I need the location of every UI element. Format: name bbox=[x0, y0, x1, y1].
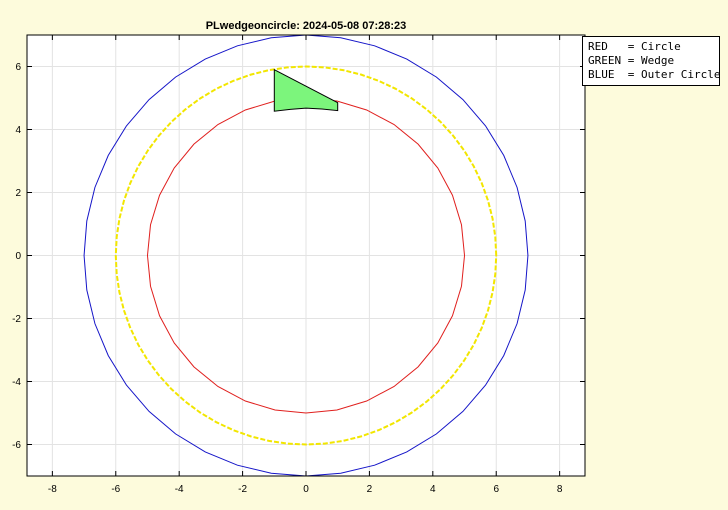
x-tick-label: 2 bbox=[367, 484, 373, 495]
y-tick-label: 0 bbox=[15, 251, 21, 262]
series-outer bbox=[83, 34, 529, 477]
x-tick-label: 0 bbox=[303, 484, 309, 495]
legend-entry-outer-circle: BLUE = Outer Circle bbox=[588, 68, 721, 81]
x-tick-label: -6 bbox=[111, 484, 120, 495]
series-circle bbox=[146, 97, 466, 414]
y-tick-label: 4 bbox=[15, 125, 21, 136]
y-tick-label: -2 bbox=[12, 314, 21, 325]
x-tick-label: 4 bbox=[430, 484, 436, 495]
x-tick-label: 8 bbox=[557, 484, 563, 495]
y-tick-label: -6 bbox=[12, 440, 21, 451]
chart-title: PLwedgeoncircle: 2024-05-08 07:28:23 bbox=[206, 20, 407, 32]
y-tick-label: 6 bbox=[15, 62, 21, 73]
y-tick-label: -4 bbox=[12, 377, 21, 388]
legend: RED = Circle GREEN = Wedge BLUE = Outer … bbox=[582, 36, 720, 86]
x-tick-label: -2 bbox=[238, 484, 247, 495]
legend-entry-wedge: GREEN = Wedge bbox=[588, 54, 675, 67]
x-tick-label: 6 bbox=[493, 484, 499, 495]
x-tick-label: -8 bbox=[48, 484, 57, 495]
series-dashed bbox=[114, 65, 498, 446]
x-tick-label: -4 bbox=[175, 484, 184, 495]
y-tick-label: 2 bbox=[15, 188, 21, 199]
series-layer bbox=[83, 34, 529, 477]
series-wedge bbox=[273, 68, 339, 112]
legend-entry-circle: RED = Circle bbox=[588, 40, 681, 53]
ticks: -8 -6 -4 -2 0 2 4 6 8 -6 -4 -2 0 2 4 6 bbox=[12, 35, 585, 495]
